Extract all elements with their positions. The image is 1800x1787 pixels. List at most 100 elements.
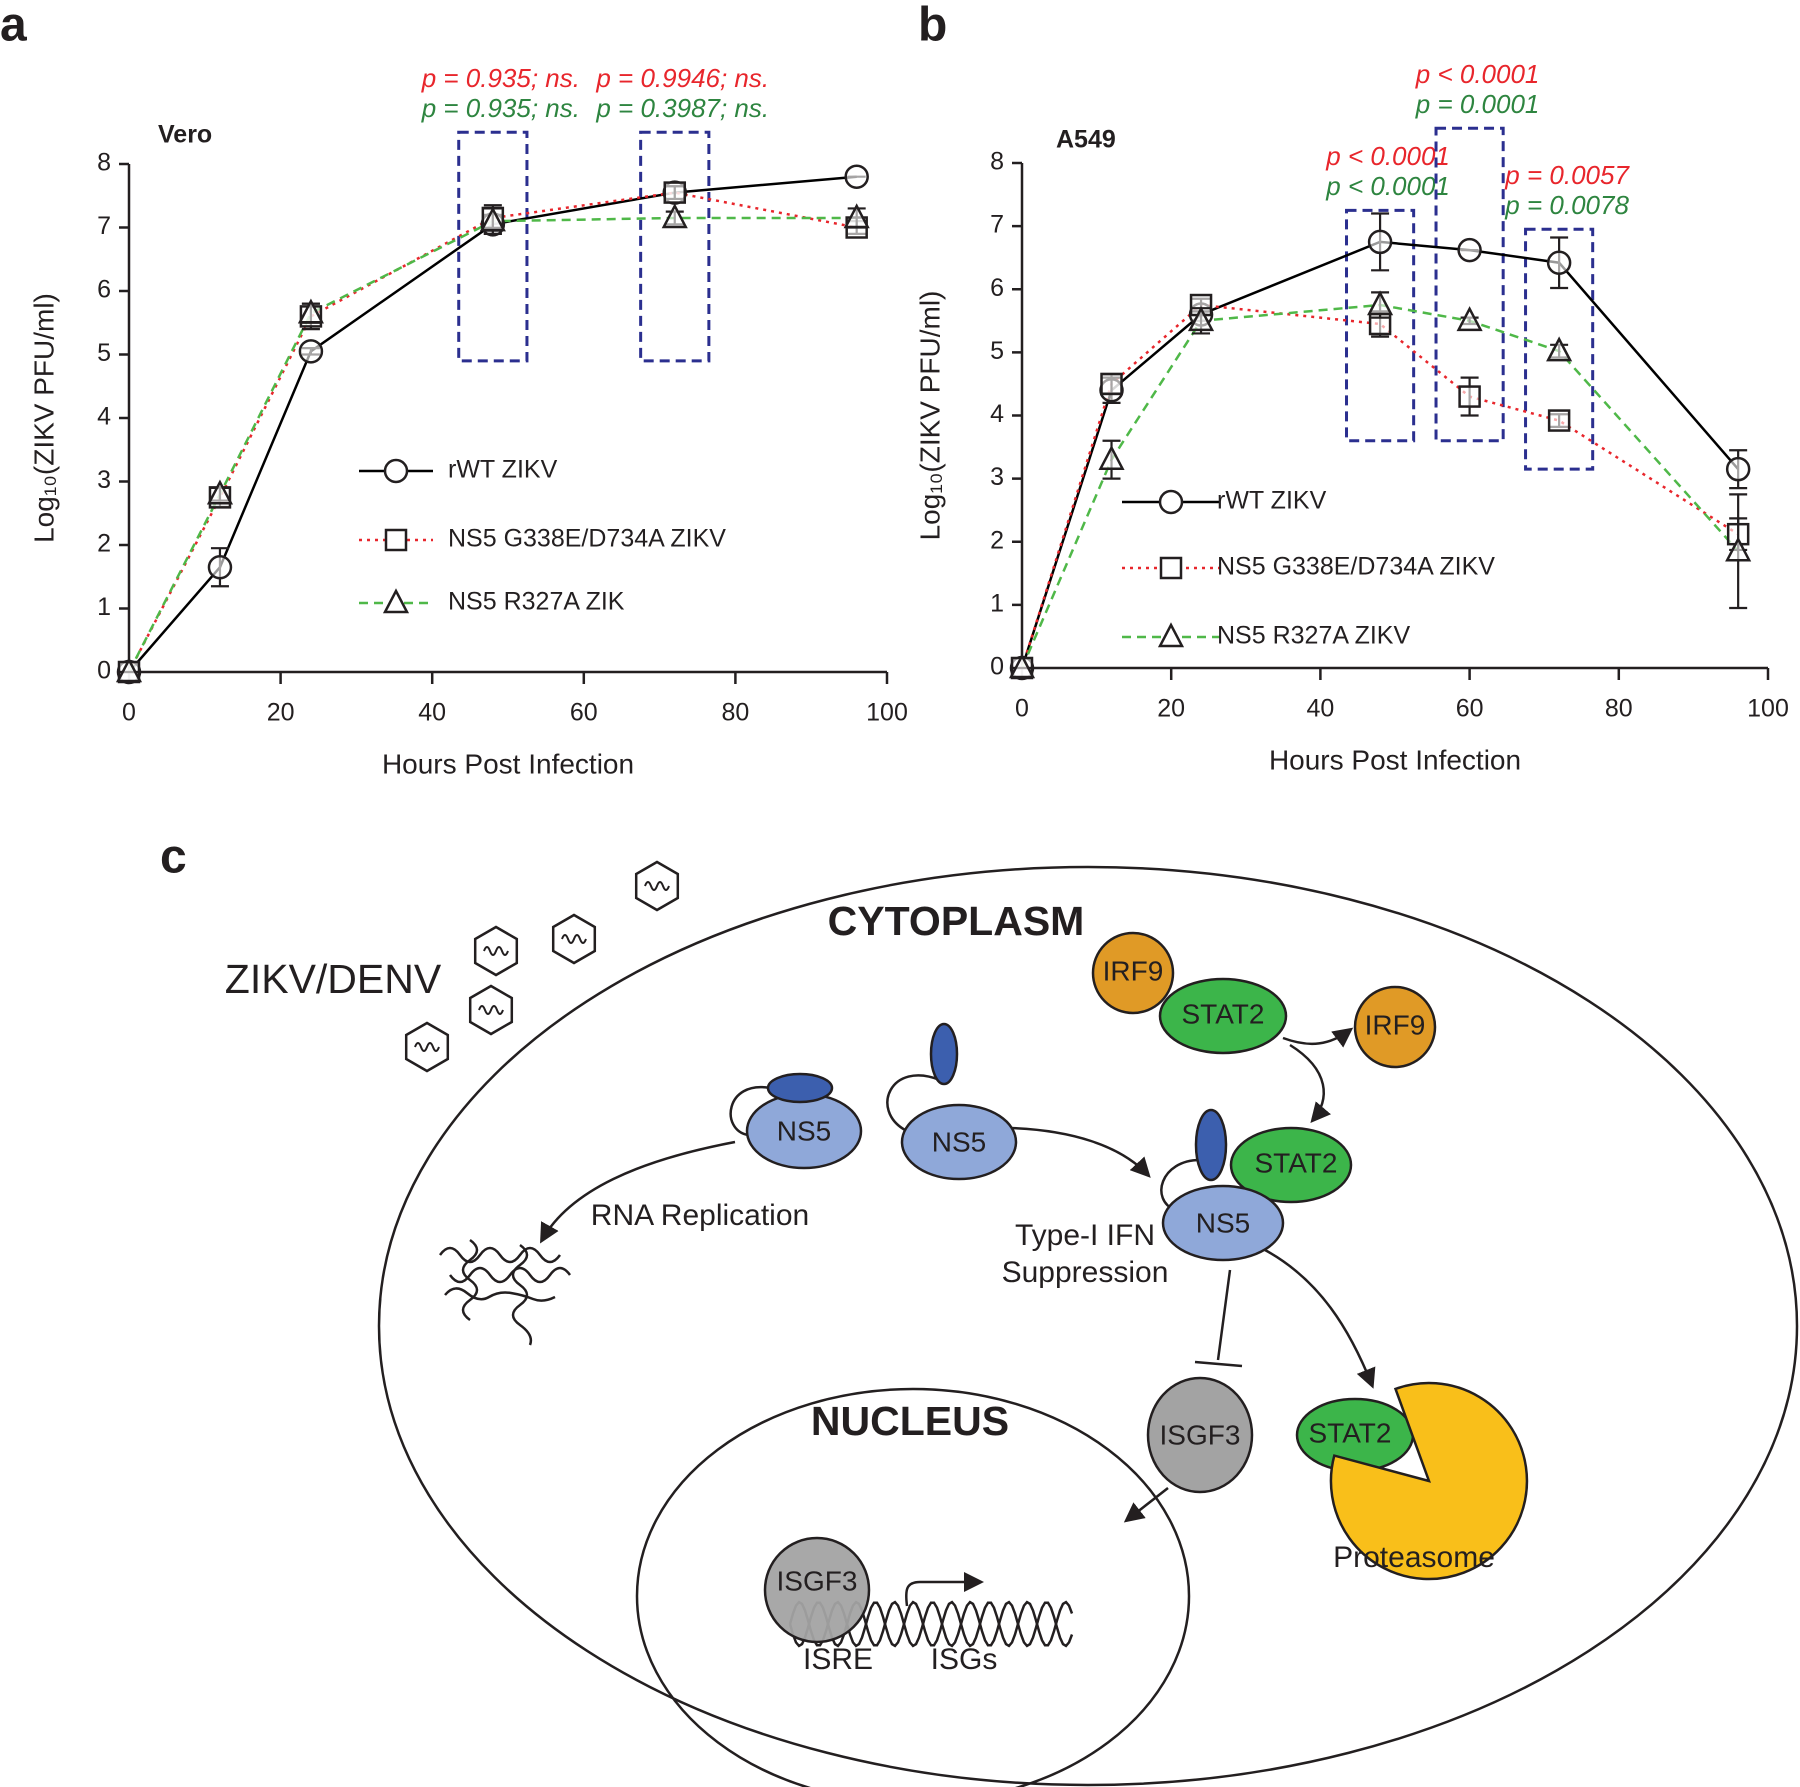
arrow: [1123, 1487, 1169, 1523]
legend-marker: [1157, 622, 1185, 648]
suppression-label: Type-I IFN: [1015, 1219, 1155, 1252]
y-tick-label: 7: [97, 212, 111, 240]
data-point: [1546, 250, 1572, 275]
y-tick-label: 4: [990, 400, 1004, 428]
y-tick-label: 2: [990, 526, 1004, 554]
legend-marker: [382, 588, 410, 614]
p-value: p < 0.0001: [1325, 171, 1450, 201]
nucleus-membrane: [635, 1387, 1191, 1787]
data-point: [115, 657, 143, 683]
node-label: STAT2: [1182, 998, 1265, 1029]
x-tick-label: 40: [418, 699, 446, 727]
irf9: [1353, 985, 1437, 1069]
legend-label: NS5 R327A ZIKV: [1217, 622, 1410, 650]
y-tick-label: 6: [97, 276, 111, 304]
y-tick-label: 0: [990, 653, 1004, 681]
comparison-box: [639, 130, 711, 363]
dna-strand: [788, 1600, 1074, 1648]
x-tick-label: 0: [122, 699, 136, 727]
isgf3: [763, 1536, 871, 1644]
nucleus-label: NUCLEUS: [811, 1398, 1009, 1444]
p-value: p = 0.0001: [1415, 89, 1540, 119]
subtitle: Vero: [158, 121, 212, 149]
legend-label: NS5 G338E/D734A ZIKV: [448, 525, 726, 553]
comparison-box: [1434, 126, 1505, 443]
virus-label: ZIKV/DENV: [225, 956, 442, 1002]
data-point: [1546, 336, 1573, 362]
x-axis-label: Hours Post Infection: [1269, 744, 1521, 775]
x-tick-label: 80: [1605, 695, 1633, 723]
virion-rna: [644, 881, 670, 891]
rna-strand: [461, 1238, 479, 1322]
legend-label: NS5 R327A ZIK: [448, 588, 625, 616]
y-tick-label: 1: [990, 589, 1004, 617]
virion-rna: [561, 934, 587, 944]
data-point: [661, 203, 688, 229]
node-label: NS5: [777, 1115, 831, 1146]
data-point: [663, 181, 687, 204]
panel-label: a: [0, 0, 27, 52]
node-label: STAT2: [1255, 1147, 1338, 1178]
rna-strand: [448, 1266, 572, 1284]
legend-marker: [1159, 556, 1183, 580]
virion-rna: [483, 946, 509, 956]
p-value: p = 0.9946; ns.: [595, 63, 769, 93]
legend-marker: [384, 528, 408, 552]
node-label: ISGF3: [777, 1565, 858, 1596]
data-point: [1458, 385, 1481, 408]
series-line: [1020, 303, 1739, 669]
ns5-mtase: [929, 1022, 959, 1086]
data-point: [1457, 237, 1482, 263]
data-point: [1367, 290, 1394, 316]
x-tick-label: 40: [1306, 695, 1334, 723]
x-tick-label: 60: [1456, 695, 1484, 723]
x-tick-label: 80: [721, 699, 749, 727]
virion-rna: [478, 1005, 504, 1015]
ns5-mtase: [1194, 1108, 1228, 1182]
y-axis-label: Log₁₀(ZIKV PFU/ml): [914, 291, 945, 541]
y-tick-label: 8: [990, 148, 1004, 176]
isre-label: ISRE: [803, 1643, 873, 1676]
data-point: [1100, 372, 1123, 396]
y-tick-label: 8: [97, 149, 111, 177]
arrow: [1264, 1248, 1376, 1389]
data-point: [1098, 444, 1125, 470]
legend-marker: [1158, 489, 1184, 515]
y-tick-label: 1: [97, 593, 111, 621]
panel-label: b: [918, 0, 947, 52]
arrow: [1289, 1043, 1331, 1124]
node-label: ISGF3: [1160, 1419, 1241, 1450]
y-tick-label: 2: [97, 530, 111, 558]
stat2: [1158, 977, 1288, 1055]
ns5: [1161, 1184, 1285, 1262]
x-tick-label: 20: [267, 699, 295, 727]
rna-strand: [511, 1243, 533, 1346]
rna: [438, 1238, 572, 1346]
diagram: c CYTOPLASM NUCLEUS ZIKV/DENV RNA Replic…: [160, 831, 1799, 1787]
arrow: [904, 1572, 984, 1607]
x-tick-label: 20: [1157, 695, 1185, 723]
y-tick-label: 3: [97, 466, 111, 494]
legend-label: rWT ZIKV: [1217, 487, 1327, 515]
series-line: [1020, 303, 1740, 669]
p-value: p = 0.0057: [1504, 160, 1630, 190]
node-label: NS5: [932, 1126, 986, 1157]
data-point: [1725, 456, 1751, 482]
cytoplasm-label: CYTOPLASM: [828, 898, 1085, 944]
ns5-mtase: [766, 1072, 834, 1104]
p-value: p = 0.0078: [1504, 190, 1629, 220]
cell: [377, 865, 1799, 1787]
node-label: STAT2: [1309, 1417, 1392, 1448]
y-tick-label: 5: [990, 337, 1004, 365]
node-label: IRF9: [1365, 1009, 1426, 1040]
proteasome: [1329, 1381, 1529, 1581]
arrow: [540, 1140, 736, 1244]
linker: [886, 1074, 941, 1132]
ns5: [900, 1103, 1018, 1181]
data-point: [1187, 306, 1215, 332]
p-value: p = 0.3987; ns.: [595, 93, 769, 123]
legend-label: rWT ZIKV: [448, 456, 558, 484]
